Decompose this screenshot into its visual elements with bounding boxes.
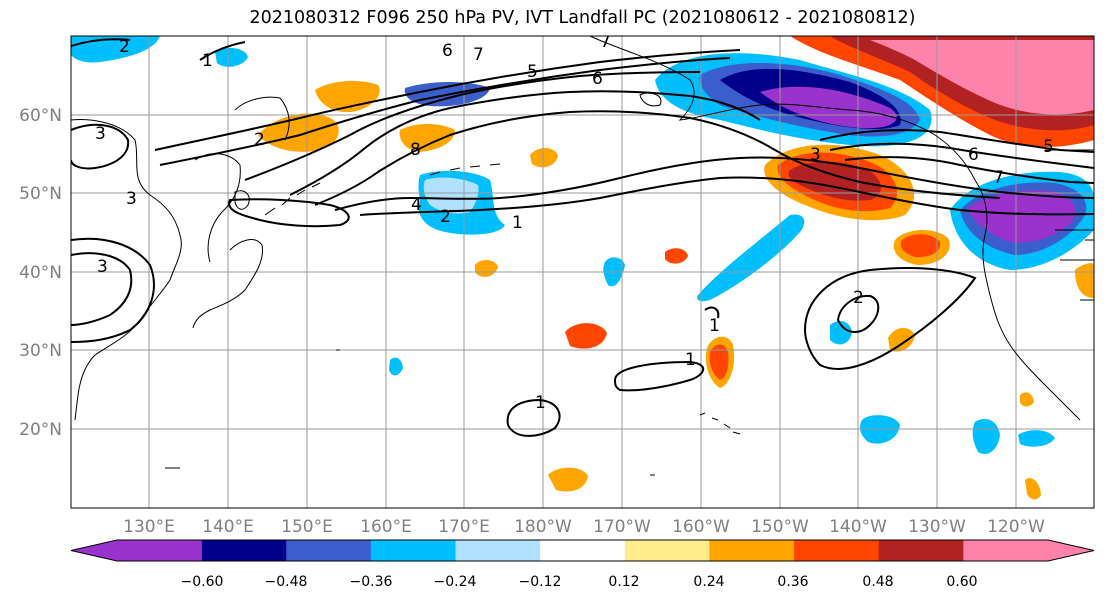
ivt-contours [71,38,1094,437]
contour-label: 2 [853,288,864,308]
colorbar-extend-min [71,540,202,561]
contour-label: 6 [442,41,453,61]
colorbar-tick-label: 0.12 [608,574,639,590]
colorbar-segment [624,540,710,561]
colorbar-extend-max [963,540,1094,561]
lon-label: 140°E [202,517,254,537]
colorbar-segment [455,540,541,561]
colorbar-tick-label: −0.36 [350,574,393,590]
colorbar-tick-label: −0.48 [265,574,308,590]
lon-label: 150°E [281,517,333,537]
colorbar-segment [370,540,457,561]
lat-label: 20°N [19,420,62,440]
lon-label: 130°W [908,517,966,537]
contour-label: 5 [1043,137,1054,157]
lon-label: 170°E [438,517,490,537]
contour-label: 4 [411,195,422,215]
lon-label: 160°W [672,517,730,537]
colorbar-tick-label: 0.60 [946,574,977,590]
contour-label: 3 [95,124,106,144]
contour-label: 7 [600,32,611,52]
contour-label: 8 [410,140,421,160]
colorbar-segment [286,540,372,561]
lat-label: 50°N [19,184,62,204]
colorbar-outline [70,539,1095,562]
contour-label: 2 [440,207,451,227]
colorbar-tick-label: −0.24 [434,574,477,590]
graticule [71,36,1094,508]
colorbar-segment [794,540,880,561]
lat-label: 40°N [19,263,62,283]
lat-label: 60°N [19,106,62,126]
colorbar-segment [540,540,626,561]
map-frame [70,35,1095,509]
contour-label: 2 [254,130,265,150]
contour-labels: 2 1 3 3 3 2 7 6 5 6 7 8 4 2 1 3 5 6 7 2 … [95,32,1054,413]
longitude-labels: 130°E 140°E 150°E 160°E 170°E 180°W 170°… [123,517,1045,537]
map-title: 2021080312 F096 250 hPa PV, IVT Landfall… [249,8,916,28]
contour-label: 7 [473,45,484,65]
contour-label: 1 [535,393,546,413]
lon-label: 140°W [829,517,887,537]
contour-label: 6 [968,145,979,165]
lon-label: 160°E [360,517,412,537]
lon-label: 120°W [987,517,1045,537]
contour-label: 7 [993,168,1004,188]
contour-label: 1 [709,316,720,336]
colorbar-tick-label: 0.24 [693,574,724,590]
contour-label: 3 [97,257,108,277]
colorbar-segment [709,540,795,561]
contour-label: 2 [119,37,130,57]
colorbar-segment [878,540,964,561]
contour-label: 1 [685,350,696,370]
contour-label: 1 [202,51,213,71]
colorbar-tick-label: 0.48 [862,574,893,590]
contour-label: 5 [527,62,538,82]
colorbar [70,539,1095,562]
colorbar-tick-label: −0.60 [181,574,224,590]
contour-label: 1 [512,213,523,233]
contour-label: 6 [592,69,603,89]
lat-label: 30°N [19,341,62,361]
colorbar-tick-label: −0.12 [519,574,562,590]
contour-label: 3 [810,145,821,165]
lon-label: 180°W [514,517,572,537]
colorbar-segment [201,540,287,561]
latitude-labels: 60°N 50°N 40°N 30°N 20°N [19,106,62,440]
lon-label: 170°W [593,517,651,537]
colorbar-tick-labels: −0.60 −0.48 −0.36 −0.24 −0.12 0.12 0.24 … [181,574,978,590]
colorbar-tick-label: 0.36 [777,574,808,590]
lon-label: 150°W [751,517,809,537]
lon-label: 130°E [123,517,175,537]
contour-label: 3 [126,189,137,209]
